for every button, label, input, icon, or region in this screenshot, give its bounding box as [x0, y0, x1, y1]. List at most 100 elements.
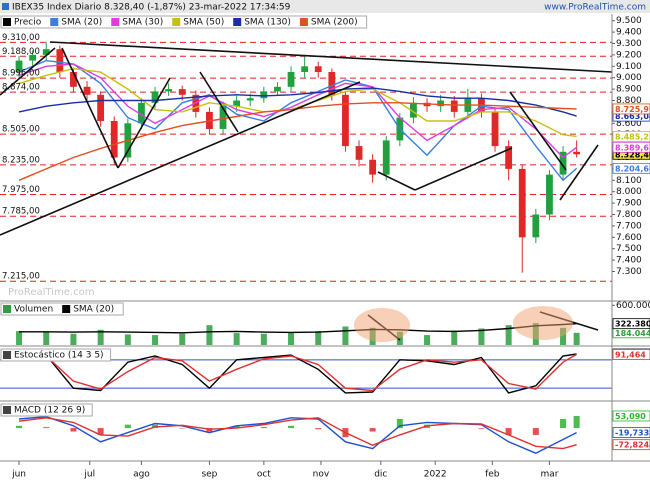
trend-line: [0, 47, 56, 96]
bar: [233, 333, 240, 345]
bar: [124, 424, 131, 429]
panel: [0, 41, 612, 282]
candle-body: [246, 98, 254, 101]
bar: [560, 418, 567, 429]
legend: Estocástico (14 3 5): [0, 348, 112, 362]
y-tick-label: 8.800: [616, 96, 642, 106]
x-tick-label: jul: [83, 470, 95, 480]
legend-label: SMA (50): [183, 18, 224, 28]
last-value-box: [612, 141, 650, 153]
last-value-label: 8.204,68: [615, 164, 650, 173]
series-line: [19, 323, 577, 334]
candle-body: [260, 91, 268, 99]
level-label: 8.505,00: [2, 125, 40, 135]
level-label: 7.975,00: [2, 185, 40, 195]
legend-label: Volumen: [14, 305, 53, 315]
candle-body: [56, 49, 64, 72]
header-title: IBEX35 Index Diario 8.328,40 (-1,87%) 23…: [12, 3, 291, 13]
bar: [206, 325, 213, 345]
candle-body: [314, 66, 322, 72]
legend-icon: [3, 351, 11, 359]
candle-body: [382, 140, 390, 175]
bar: [573, 332, 580, 345]
trend-line: [559, 144, 599, 201]
candle-body: [505, 146, 513, 169]
last-value-label: 8.485,25: [615, 132, 650, 141]
candle-body: [573, 151, 581, 155]
last-value-box: [612, 348, 650, 360]
y-tick-label: 9.000: [616, 73, 642, 83]
series-line: [18, 353, 577, 394]
legend: MACD (12 26 9): [0, 403, 93, 417]
last-value-label: 91,464: [615, 350, 646, 359]
last-value-box: [612, 439, 650, 451]
y-tick-label: 8.100: [616, 176, 642, 186]
trend-line: [377, 171, 416, 191]
last-value-label: -19,733: [615, 429, 649, 438]
bar: [478, 328, 485, 345]
y-tick-label: 7.400: [616, 256, 642, 266]
candle-body: [450, 100, 458, 112]
candle-body: [546, 174, 553, 215]
candle-body: [301, 66, 309, 72]
level-label: 7.215,00: [2, 272, 40, 282]
y-tick-label: 7.900: [616, 199, 642, 209]
panel-title: Estocástico (14 3 5): [14, 351, 104, 361]
last-value-box: [612, 410, 650, 422]
highlight: [354, 308, 410, 342]
x-tick-label: ago: [133, 470, 150, 480]
legend-label: SMA (30): [122, 18, 163, 28]
y-tick-label: 9.300: [616, 39, 642, 49]
bar: [478, 428, 485, 429]
trend-line: [509, 91, 567, 171]
last-value-label: 184.044: [615, 329, 650, 338]
bar: [16, 331, 23, 345]
series-line: [18, 417, 577, 450]
candle-body: [178, 89, 186, 95]
x-tick-label: sep: [201, 470, 217, 480]
bar: [532, 428, 539, 435]
candle-body: [491, 111, 499, 147]
legend-label: SMA (20): [61, 18, 102, 28]
legend-swatch: [299, 18, 308, 26]
panel: [0, 353, 612, 394]
y-tick-label: 8.000: [616, 187, 642, 197]
bar: [424, 335, 431, 345]
candle-body: [83, 86, 91, 95]
legend: Precio SMA (20) SMA (30) SMA (50) SMA (130) S…: [0, 15, 368, 29]
y-tick-label: 8.900: [616, 85, 642, 95]
bar: [70, 333, 77, 345]
series-line: [18, 102, 577, 181]
y-tick-label: 9.400: [616, 28, 642, 38]
legend-background: [0, 348, 112, 362]
legend-swatch: [233, 18, 242, 26]
y-tick-label: 7.600: [616, 233, 642, 243]
candle-body: [274, 86, 281, 92]
level-label: 8.874,00: [2, 83, 40, 93]
level-label: 7.785,00: [2, 207, 40, 217]
last-value-label: 8.328,40: [615, 150, 650, 159]
last-value-box: [612, 427, 650, 438]
candle-body: [15, 60, 23, 72]
bar: [288, 425, 295, 429]
bar: [451, 330, 458, 345]
candle-body: [369, 159, 377, 175]
last-value-label: 322.380: [615, 320, 650, 329]
candle-body: [518, 168, 526, 238]
legend-label: Precio: [14, 18, 42, 28]
level-label: 8.235,00: [2, 155, 40, 165]
x-tick-label: feb: [485, 470, 500, 480]
last-value-box: [612, 162, 650, 174]
trend-line: [0, 81, 361, 236]
panel-title: MACD (12 26 9): [14, 406, 85, 416]
last-value-label: -72,824: [615, 441, 650, 450]
y-tick-label: 9.200: [616, 50, 642, 60]
trend-line: [49, 41, 613, 73]
bar: [179, 333, 186, 345]
legend-swatch: [172, 18, 181, 26]
header-bar: [0, 0, 650, 13]
candle-body: [97, 94, 105, 122]
bar: [152, 335, 159, 345]
watermark: ProRealTime.com: [8, 287, 94, 298]
y-tick-label: 7.500: [616, 244, 642, 254]
